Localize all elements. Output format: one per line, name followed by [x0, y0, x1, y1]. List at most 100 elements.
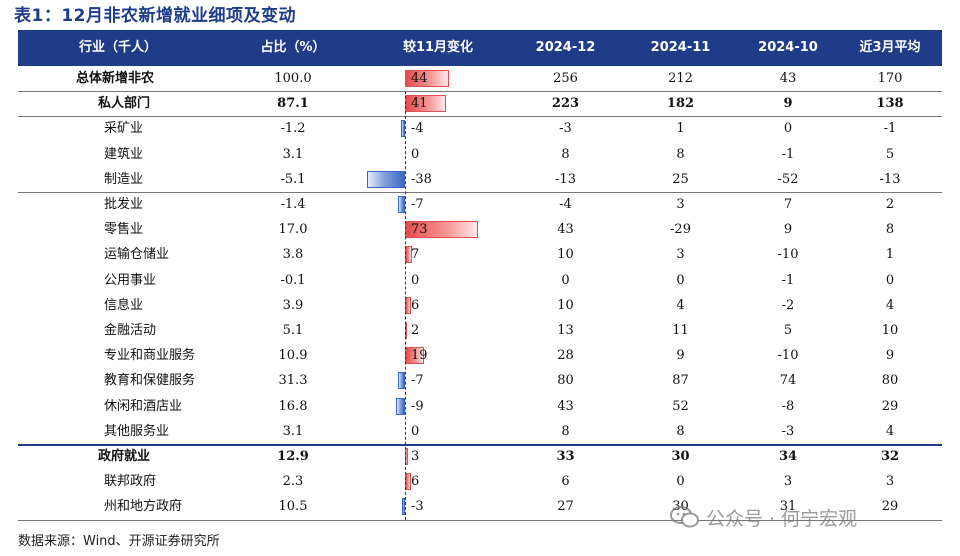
change-value: 6: [411, 474, 420, 490]
value-2024-11-cell: 4: [676, 297, 685, 313]
table-row: 制造业 -5.1 -13 25 -52 -13 -38: [18, 167, 942, 192]
change-value: 0: [411, 272, 420, 288]
row-divider: [18, 116, 942, 118]
value-2024-10-cell: 7: [783, 197, 793, 212]
table-row: 私人部门 87.1 223 182 9 138 41: [18, 91, 942, 116]
change-bar: [405, 70, 449, 87]
avg-3m-cell: -13: [879, 171, 901, 187]
category-cell: 教育和保健服务: [104, 373, 196, 389]
value-2024-11-cell: 0: [676, 272, 685, 288]
value-2024-10-cell: -8: [781, 398, 795, 414]
change-bar: [402, 498, 405, 516]
table-row: 州和地方政府 10.5 27 30 31 29 -3: [18, 494, 942, 519]
avg-3m-cell: 9: [885, 348, 895, 364]
table-row: 金融活动 5.1 13 11 5 10 2: [18, 318, 942, 343]
share-cell: 10.9: [278, 348, 308, 364]
value-2024-10-cell: 9: [783, 96, 793, 112]
share-cell: 17.0: [278, 222, 308, 238]
change-value: 0: [411, 423, 420, 439]
change-value: -7: [411, 373, 424, 389]
category-cell: 信息业: [104, 297, 144, 313]
table-row: 运输仓储业 3.8 10 3 -10 1 7: [18, 242, 942, 267]
share-cell: 5.1: [282, 323, 304, 338]
value-2024-10-cell: -2: [781, 297, 795, 313]
avg-3m-cell: 2: [885, 197, 895, 212]
category-cell: 其他服务业: [104, 423, 170, 439]
value-2024-11-cell: 8: [676, 146, 685, 162]
share-cell: 31.3: [278, 373, 308, 389]
value-2024-10-cell: -3: [781, 423, 795, 439]
value-2024-12-cell: 33: [556, 449, 575, 464]
change-value: 0: [411, 146, 420, 162]
row-divider: [18, 192, 942, 193]
value-2024-12-cell: 223: [551, 96, 580, 112]
value-2024-12-cell: 10: [557, 297, 574, 313]
value-2024-10-cell: 3: [783, 474, 793, 490]
watermark-text: 公众号 · 何宁宏观: [706, 507, 858, 530]
share-cell: 16.8: [278, 398, 308, 414]
share-cell: 87.1: [277, 96, 309, 112]
change-bar: [396, 397, 405, 415]
value-2024-11-cell: 25: [672, 171, 689, 187]
category-cell: 私人部门: [98, 96, 151, 112]
value-2024-11-cell: 212: [668, 71, 693, 86]
change-zero-axis: [405, 91, 406, 520]
change-value: -7: [411, 197, 424, 212]
watermark: 公众号 · 何宁宏观: [670, 502, 857, 532]
category-cell: 运输仓储业: [104, 247, 170, 263]
value-2024-12-cell: -4: [559, 197, 572, 212]
change-bar: [398, 372, 405, 390]
change-value: 41: [411, 96, 428, 112]
table-row: 采矿业 -1.2 -3 1 0 -1 -4: [18, 116, 942, 141]
value-2024-12-cell: -13: [555, 171, 576, 187]
share-cell: 12.9: [277, 449, 309, 464]
category-cell: 批发业: [104, 197, 144, 212]
category-cell: 制造业: [104, 171, 144, 187]
value-2024-10-cell: 0: [783, 121, 793, 137]
change-value: 73: [411, 222, 428, 238]
share-cell: -0.1: [280, 272, 306, 288]
value-2024-10-cell: -1: [781, 146, 795, 162]
value-2024-11-cell: 52: [672, 398, 689, 414]
category-cell: 州和地方政府: [104, 499, 183, 515]
change-bar: [367, 170, 405, 188]
category-cell: 建筑业: [104, 146, 144, 162]
value-2024-11-cell: 30: [671, 449, 690, 464]
share-cell: 3.9: [282, 297, 304, 313]
value-2024-11-cell: 11: [672, 323, 689, 338]
value-2024-11-cell: 0: [676, 474, 685, 490]
change-bar: [401, 120, 405, 138]
value-2024-12-cell: 28: [557, 348, 574, 364]
category-cell: 休闲和酒店业: [104, 398, 183, 414]
table-row: 公用事业 -0.1 0 0 -1 0 0: [18, 268, 942, 293]
table-row: 政府就业 12.9 33 30 34 32 3: [18, 444, 942, 469]
wechat-icon: [670, 505, 700, 529]
col-header-category: 行业（千人）: [78, 40, 157, 55]
change-value: -4: [411, 121, 424, 137]
avg-3m-cell: 1: [885, 247, 895, 263]
col-header-change: 较11月变化: [402, 40, 474, 55]
value-2024-11-cell: 182: [666, 96, 695, 112]
category-cell: 零售业: [104, 222, 144, 238]
value-2024-10-cell: -1: [781, 272, 795, 288]
row-divider: [18, 519, 942, 521]
value-2024-12-cell: 8: [561, 146, 570, 162]
value-2024-11-cell: -29: [670, 222, 691, 238]
value-2024-11-cell: 1: [676, 121, 685, 137]
table-row: 休闲和酒店业 16.8 43 52 -8 29 -9: [18, 394, 942, 419]
col-header-3m-avg: 近3月平均: [859, 40, 921, 55]
change-value: 2: [411, 323, 420, 338]
col-header-2024-10: 2024-10: [758, 40, 818, 55]
value-2024-12-cell: 13: [557, 323, 574, 338]
value-2024-12-cell: 10: [557, 247, 574, 263]
category-cell: 金融活动: [104, 323, 157, 338]
share-cell: -5.1: [280, 171, 306, 187]
value-2024-10-cell: 34: [778, 449, 798, 464]
table-row: 零售业 17.0 43 -29 9 8 73: [18, 217, 942, 242]
value-2024-12-cell: 256: [553, 71, 578, 86]
category-cell: 公用事业: [104, 272, 157, 288]
table-row: 信息业 3.9 10 4 -2 4 6: [18, 293, 942, 318]
value-2024-12-cell: 8: [561, 423, 570, 439]
share-cell: 10.5: [278, 499, 308, 515]
value-2024-12-cell: 43: [557, 398, 574, 414]
